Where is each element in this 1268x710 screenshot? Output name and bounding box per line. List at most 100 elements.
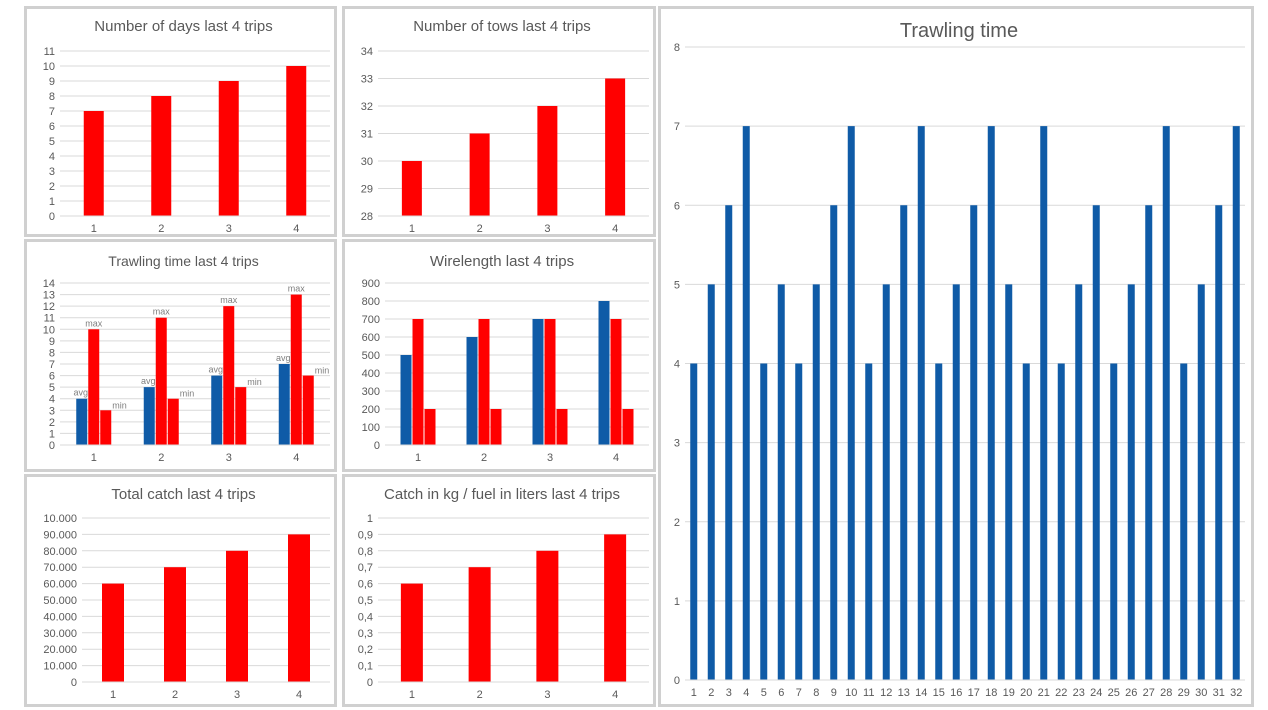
- y-tick-label: 600: [362, 332, 380, 344]
- bar-trawlbig-s0-c11: [865, 363, 873, 680]
- bar-trawlbig-s0-c9: [830, 205, 838, 680]
- y-tick-label: 0,5: [358, 595, 373, 607]
- bar-tows-s0-c4: [605, 78, 626, 216]
- bar-ratio-s0-c3: [536, 550, 559, 682]
- y-tick-label: 70.000: [43, 562, 77, 574]
- x-tick-label: 21: [1038, 687, 1050, 699]
- bar-ratio-s0-c2: [468, 567, 491, 682]
- y-tick-label: 50.000: [43, 595, 77, 607]
- x-tick-label: 32: [1230, 687, 1242, 699]
- data-label: min: [247, 377, 262, 387]
- y-tick-label: 500: [362, 350, 380, 362]
- x-tick-label: 6: [778, 687, 784, 699]
- x-tick-label: 13: [898, 687, 910, 699]
- x-tick-label: 19: [1003, 687, 1015, 699]
- y-tick-label: 9: [49, 336, 55, 348]
- bar-trawlbig-s0-c5: [760, 363, 768, 680]
- bar-trawl4-s2-c3: [235, 387, 247, 445]
- data-label: min: [180, 389, 195, 399]
- x-tick-label: 1: [409, 223, 415, 235]
- chart-panel-catch-fuel: Catch in kg / fuel in liters last 4 trip…: [342, 474, 656, 707]
- y-tick-label: 10: [43, 61, 55, 73]
- bar-trawlbig-s0-c18: [987, 126, 995, 680]
- bar-wire-s0-c4: [598, 301, 610, 445]
- y-tick-label: 5: [674, 279, 680, 291]
- y-tick-label: 1: [49, 196, 55, 208]
- y-tick-label: 0,6: [358, 579, 373, 591]
- bar-wire-s2-c2: [490, 409, 502, 445]
- x-tick-label: 26: [1125, 687, 1137, 699]
- bar-trawlbig-s0-c23: [1075, 284, 1083, 680]
- y-tick-label: 11: [44, 313, 55, 325]
- chart-title: Catch in kg / fuel in liters last 4 trip…: [384, 486, 620, 503]
- y-tick-label: 200: [362, 404, 380, 416]
- bar-trawlbig-s0-c29: [1180, 363, 1188, 680]
- y-tick-label: 0,4: [358, 611, 373, 623]
- bar-trawl4-s1-c2: [155, 317, 167, 445]
- y-tick-label: 3: [674, 438, 680, 450]
- y-tick-label: 300: [362, 386, 380, 398]
- y-tick-label: 9: [49, 76, 55, 88]
- bar-trawlbig-s0-c28: [1162, 126, 1170, 680]
- bar-trawlbig-s0-c32: [1232, 126, 1240, 680]
- bar-trawl4-s0-c4: [278, 364, 290, 445]
- x-tick-label: 7: [796, 687, 802, 699]
- y-tick-label: 0: [49, 440, 55, 452]
- x-tick-label: 24: [1090, 687, 1102, 699]
- bar-trawlbig-s0-c10: [847, 126, 855, 680]
- bar-trawlbig-s0-c8: [812, 284, 820, 680]
- bar-trawlbig-s0-c17: [970, 205, 978, 680]
- bar-trawlbig-s0-c20: [1022, 363, 1030, 680]
- bar-catch-s0-c4: [288, 534, 310, 682]
- y-tick-label: 0,9: [358, 529, 373, 541]
- bar-trawlbig-s0-c22: [1057, 363, 1065, 680]
- bar-wire-s1-c1: [412, 319, 424, 445]
- bar-catch-s0-c3: [226, 550, 248, 682]
- bar-trawlbig-s0-c6: [777, 284, 785, 680]
- y-tick-label: 0: [674, 675, 680, 687]
- y-tick-label: 28: [361, 211, 373, 223]
- bar-trawl4-s1-c3: [223, 306, 235, 445]
- y-tick-label: 20.000: [43, 644, 77, 656]
- y-tick-label: 400: [362, 368, 380, 380]
- bar-tows-s0-c2: [469, 133, 490, 216]
- y-tick-label: 12: [43, 301, 55, 313]
- data-label: avg: [276, 353, 291, 363]
- bar-trawlbig-s0-c4: [742, 126, 750, 680]
- x-tick-label: 27: [1143, 687, 1155, 699]
- chart-panel-tows: Number of tows last 4 trips 28 29 30 31 32 33 3…: [342, 6, 656, 237]
- y-tick-label: 32: [361, 101, 373, 113]
- bar-trawlbig-s0-c3: [725, 205, 733, 680]
- chart-panel-trawling-time: Trawling time 0 1 2 3 4 5 6 7 8 1 2 3 4 5 6 7 8 9 10 11 12 13 1…: [658, 6, 1254, 707]
- y-tick-label: 1: [367, 513, 373, 525]
- bar-wire-s0-c2: [466, 337, 478, 445]
- x-tick-label: 3: [726, 687, 732, 699]
- bar-trawlbig-s0-c21: [1040, 126, 1048, 680]
- x-tick-label: 30: [1195, 687, 1207, 699]
- data-label: avg: [141, 376, 156, 386]
- y-tick-label: 100: [362, 422, 380, 434]
- bar-tows-s0-c1: [401, 161, 422, 216]
- y-tick-label: 0: [71, 677, 77, 689]
- y-tick-label: 60.000: [43, 579, 77, 591]
- bar-trawlbig-s0-c14: [917, 126, 925, 680]
- x-tick-label: 2: [481, 452, 487, 464]
- y-tick-label: 0,3: [358, 628, 373, 640]
- chart-panel-total-catch: Total catch last 4 trips 0 10.000 20.000 30.…: [24, 474, 337, 707]
- y-tick-label: 0: [49, 211, 55, 223]
- y-tick-label: 11: [44, 46, 55, 58]
- data-label: max: [153, 307, 171, 317]
- x-tick-label: 2: [477, 223, 483, 235]
- x-tick-label: 28: [1160, 687, 1172, 699]
- bar-trawlbig-s0-c26: [1127, 284, 1135, 680]
- x-tick-label: 3: [226, 223, 232, 235]
- y-tick-label: 10: [43, 324, 55, 336]
- x-tick-label: 31: [1213, 687, 1225, 699]
- x-tick-label: 23: [1073, 687, 1085, 699]
- x-tick-label: 11: [863, 687, 874, 699]
- bar-trawlbig-s0-c12: [882, 284, 890, 680]
- y-tick-label: 5: [49, 136, 55, 148]
- y-tick-label: 30: [361, 156, 373, 168]
- bar-trawlbig-s0-c7: [795, 363, 803, 680]
- x-tick-label: 2: [477, 689, 483, 701]
